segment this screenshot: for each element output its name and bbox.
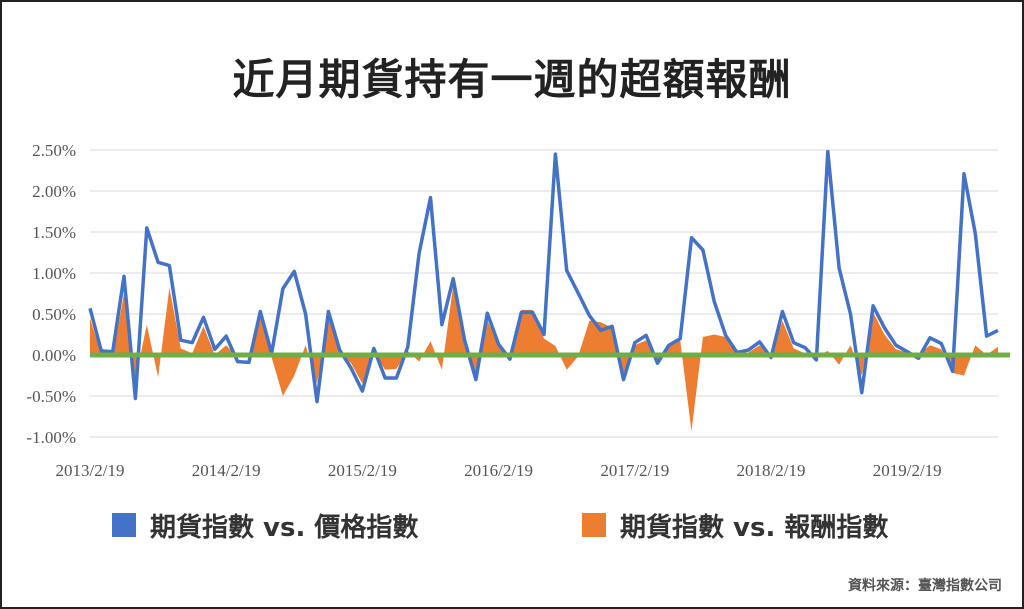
legend-swatch-series-2 [582, 513, 606, 537]
x-tick-label: 2014/2/19 [192, 461, 261, 480]
x-tick-label: 2016/2/19 [464, 461, 533, 480]
y-tick-label: 2.00% [32, 182, 76, 201]
x-tick-label: 2017/2/19 [600, 461, 669, 480]
y-tick-label: 1.50% [32, 223, 76, 242]
y-tick-label: 2.50% [32, 141, 76, 160]
legend-label-series-1: 期貨指數 vs. 價格指數 [150, 512, 419, 543]
legend-item-series-1: 期貨指數 vs. 價格指數 [112, 505, 418, 545]
y-tick-label: -0.50% [26, 387, 76, 406]
legend-swatch-series-1 [112, 513, 136, 537]
x-tick-label: 2018/2/19 [737, 461, 806, 480]
source-note: 資料來源：臺灣指數公司 [848, 578, 1002, 594]
y-tick-label: 0.00% [32, 346, 76, 365]
legend-item-series-2: 期貨指數 vs. 報酬指數 [582, 505, 888, 545]
y-tick-label: -1.00% [26, 428, 76, 447]
legend-label-series-2: 期貨指數 vs. 報酬指數 [620, 512, 889, 543]
x-tick-label: 2019/2/19 [873, 461, 942, 480]
x-tick-label: 2015/2/19 [328, 461, 397, 480]
y-tick-label: 0.50% [32, 305, 76, 324]
x-tick-label: 2013/2/19 [56, 461, 125, 480]
chart-title: 近月期貨持有一週的超額報酬 [232, 55, 792, 104]
y-tick-label: 1.00% [32, 264, 76, 283]
